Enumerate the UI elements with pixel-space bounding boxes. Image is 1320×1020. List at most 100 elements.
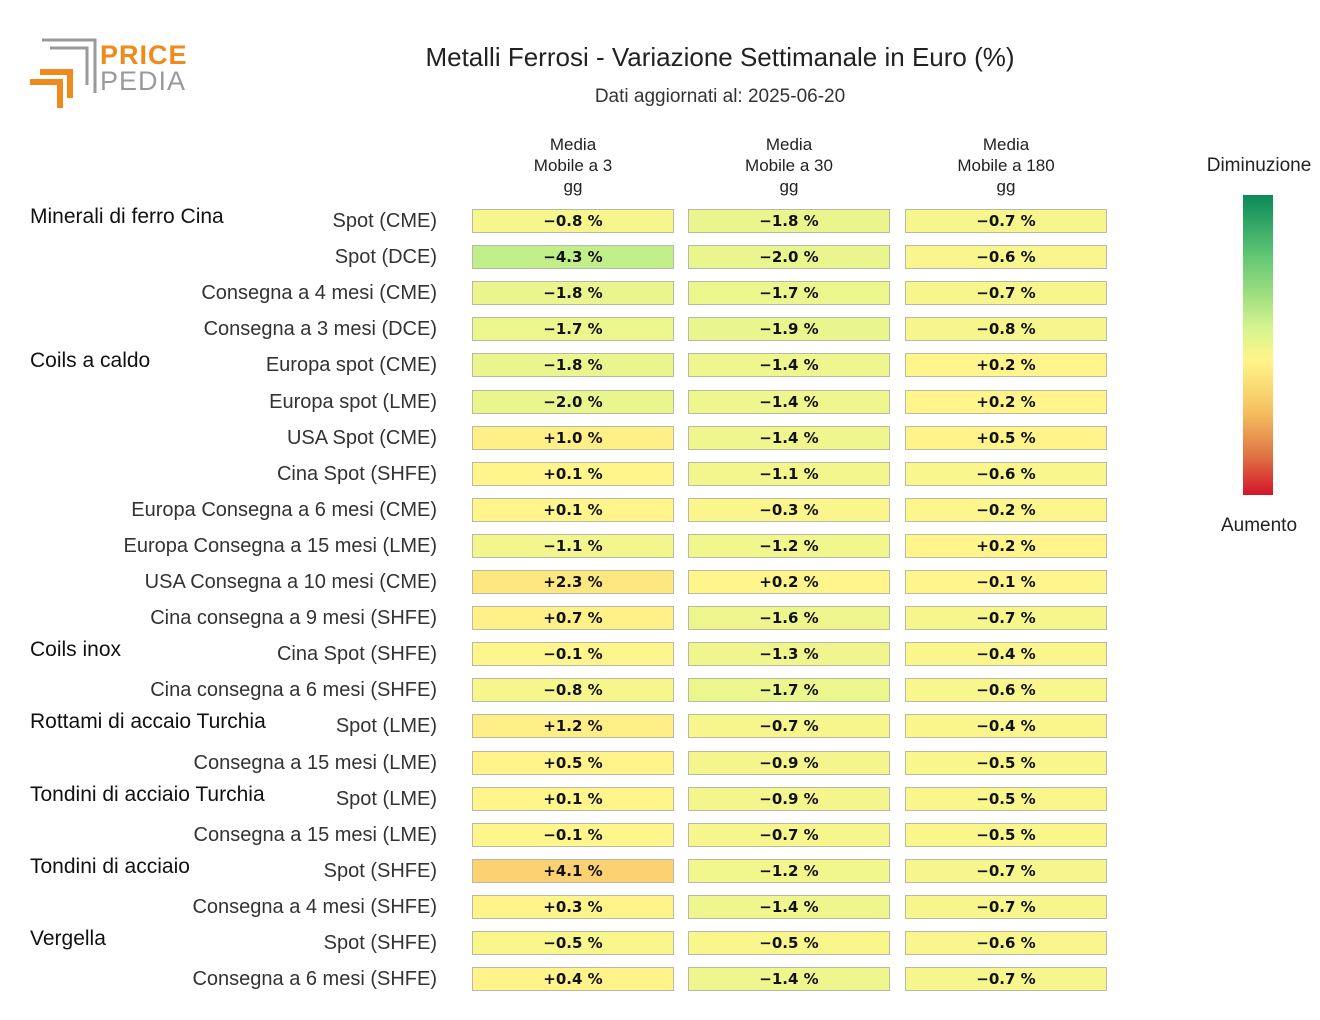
- row-label: Cina Spot (SHFE): [276, 643, 437, 666]
- heatmap-cell: −0.7 %: [905, 858, 1107, 883]
- heatmap-cell: +4.1 %: [472, 858, 674, 883]
- heatmap-cell: +0.1 %: [472, 461, 674, 486]
- row-label: Spot (LME): [335, 787, 437, 810]
- heatmap-cell: −0.4 %: [905, 714, 1107, 739]
- heatmap-cell: −0.9 %: [688, 786, 890, 811]
- row-label: Europa Consegna a 6 mesi (CME): [131, 498, 437, 521]
- heatmap-cell: −0.5 %: [472, 931, 674, 955]
- heatmap-cell: −0.8 %: [472, 678, 674, 703]
- row-label: Consegna a 4 mesi (CME): [201, 282, 437, 305]
- heatmap-cell: −0.7 %: [905, 209, 1107, 233]
- heatmap-cell: +0.1 %: [472, 786, 674, 811]
- logo-text-price: PRICE: [100, 40, 188, 70]
- group-label: Tondini di acciaio Turchia: [30, 782, 265, 806]
- row-label: Spot (SHFE): [323, 859, 437, 882]
- heatmap-cell: −2.0 %: [688, 245, 890, 270]
- heatmap-cell: −0.7 %: [905, 606, 1107, 631]
- column-header: Media Mobile a 180 gg: [957, 135, 1055, 196]
- heatmap-cell: −1.2 %: [688, 858, 890, 883]
- row-label: USA Spot (CME): [286, 426, 437, 449]
- logo-text-pedia: PEDIA: [100, 66, 187, 96]
- row-label: Consegna a 4 mesi (SHFE): [192, 895, 437, 918]
- row-label: Consegna a 3 mesi (DCE): [203, 318, 437, 341]
- heatmap-cell: −1.2 %: [688, 533, 890, 558]
- heatmap-cell: −1.4 %: [688, 425, 890, 450]
- heatmap-cell: −0.5 %: [905, 786, 1107, 811]
- pricepedia-logo: [30, 38, 190, 110]
- heatmap-cell: −0.9 %: [688, 750, 890, 775]
- row-label: Cina Spot (SHFE): [276, 462, 437, 485]
- heatmap-cell: −0.7 %: [688, 714, 890, 739]
- heatmap-cell: −0.6 %: [905, 245, 1107, 270]
- heatmap-cell: −0.1 %: [905, 570, 1107, 594]
- heatmap-cell: −0.8 %: [905, 317, 1107, 342]
- group-label: Coils a caldo: [30, 349, 151, 373]
- heatmap-cell: −1.6 %: [688, 606, 890, 631]
- legend-color-scale: [1243, 195, 1273, 495]
- heatmap-cell: −0.3 %: [688, 497, 890, 522]
- heatmap-cell: −0.4 %: [905, 642, 1107, 667]
- heatmap-cell: −0.7 %: [905, 967, 1107, 992]
- heatmap-cell: +0.2 %: [688, 570, 890, 594]
- heatmap-cell: +1.2 %: [472, 714, 674, 739]
- heatmap-cell: −0.2 %: [905, 497, 1107, 522]
- heatmap-cell: −1.7 %: [688, 678, 890, 703]
- row-label: USA Consegna a 10 mesi (CME): [144, 571, 437, 593]
- row-label: Spot (LME): [335, 715, 437, 738]
- heatmap-cell: +1.0 %: [472, 425, 674, 450]
- row-label: Cina consegna a 6 mesi (SHFE): [150, 679, 437, 702]
- chart-subtitle: Dati aggiornati al: 2025-06-20: [594, 86, 846, 107]
- row-label: Europa Consegna a 15 mesi (LME): [123, 534, 438, 557]
- group-label: Tondini di acciaio: [30, 854, 190, 878]
- heatmap-cell: +2.3 %: [472, 570, 674, 594]
- logo-mark: [30, 38, 97, 108]
- column-header: Media Mobile a 30 gg: [745, 135, 833, 196]
- legend-top-label: Diminuzione: [1206, 155, 1312, 176]
- heatmap-cell: −0.6 %: [905, 678, 1107, 703]
- heatmap-cell: −1.4 %: [688, 353, 890, 378]
- group-label: Minerali di ferro Cina: [30, 205, 224, 228]
- heatmap-cell: −0.6 %: [905, 931, 1107, 955]
- heatmap-cell: −1.1 %: [688, 461, 890, 486]
- column-header: Media Mobile a 3 gg: [533, 135, 613, 196]
- row-label: Europa spot (CME): [265, 354, 437, 377]
- group-label: Coils inox: [30, 638, 122, 662]
- heatmap-cell: −1.4 %: [688, 389, 890, 414]
- heatmap-cell: −1.7 %: [688, 281, 890, 306]
- heatmap-cell: +0.1 %: [472, 497, 674, 522]
- heatmap-cell: −0.5 %: [905, 822, 1107, 847]
- heatmap-cell: −0.5 %: [905, 750, 1107, 775]
- heatmap-cell: −1.7 %: [472, 317, 674, 342]
- heatmap-cell: −2.0 %: [472, 389, 674, 414]
- heatmap-cell: −1.8 %: [688, 209, 890, 233]
- row-label: Spot (DCE): [334, 246, 437, 269]
- heatmap-cell: −0.1 %: [472, 822, 674, 847]
- heatmap-cell: −0.7 %: [905, 281, 1107, 306]
- heatmap-cell: −0.8 %: [472, 209, 674, 233]
- legend-bottom-label: Aumento: [1220, 515, 1298, 536]
- row-label: Spot (SHFE): [323, 932, 437, 954]
- heatmap-cell: −4.3 %: [472, 245, 674, 270]
- heatmap-cell: +0.3 %: [472, 894, 674, 919]
- heatmap-cell: +0.7 %: [472, 606, 674, 631]
- heatmap-cell: −1.1 %: [472, 533, 674, 558]
- heatmap-cell: +0.5 %: [905, 425, 1107, 450]
- row-label: Cina consegna a 9 mesi (SHFE): [150, 607, 437, 630]
- row-label: Consegna a 6 mesi (SHFE): [192, 968, 437, 991]
- heatmap-cell: −0.6 %: [905, 461, 1107, 486]
- row-label: Consegna a 15 mesi (LME): [193, 823, 437, 846]
- row-label: Spot (CME): [332, 210, 437, 232]
- heatmap-cell: −0.7 %: [688, 822, 890, 847]
- heatmap-cell: −1.8 %: [472, 281, 674, 306]
- heatmap-cell: +0.2 %: [905, 389, 1107, 414]
- row-label: Consegna a 15 mesi (LME): [193, 751, 437, 774]
- heatmap-cell: −1.3 %: [688, 642, 890, 667]
- heatmap-cell: +0.2 %: [905, 533, 1107, 558]
- heatmap-cell: −0.1 %: [472, 642, 674, 667]
- heatmap-cell: −1.4 %: [688, 894, 890, 919]
- heatmap-cell: −1.8 %: [472, 353, 674, 378]
- heatmap-cell: −0.5 %: [688, 931, 890, 955]
- row-label: Europa spot (LME): [269, 390, 437, 413]
- heatmap-cell: −1.9 %: [688, 317, 890, 342]
- heatmap-cell: +0.4 %: [472, 967, 674, 992]
